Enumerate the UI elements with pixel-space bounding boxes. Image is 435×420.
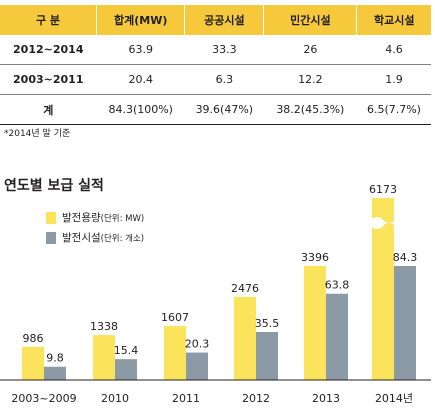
table-cell: 39.6(47%) [184, 94, 264, 125]
chart-title: 연도별 보급 실적 [4, 178, 104, 194]
bar-facilities [394, 266, 416, 380]
bar-capacity [304, 266, 326, 380]
legend-item-capacity: 발전용량 (단위: MW) [46, 210, 144, 225]
data-label-facilities: 15.4 [114, 344, 139, 357]
x-tick-label: 2003~2009 [11, 392, 76, 405]
legend-swatch-facilities [46, 231, 56, 244]
table-total-row: 계 84.3(100%) 39.6(47%) 38.2(45.3%) 6.5(7… [0, 94, 431, 125]
legend-unit-capacity: (단위: MW) [100, 213, 145, 224]
data-label-capacity: 1338 [90, 320, 118, 333]
x-tick-label: 2012 [242, 392, 270, 405]
bar-facilities [115, 359, 137, 380]
x-tick-label: 2011 [172, 392, 200, 405]
table-cell: 33.3 [184, 35, 264, 65]
table-cell: 12.2 [263, 64, 357, 95]
table-row: 2003~2011 20.4 6.3 12.2 1.9 [0, 64, 431, 95]
bar-capacity [372, 198, 394, 380]
summary-table: 구 분 합계(MW) 공공시설 민간시설 학교시설 2012~2014 63.9… [0, 5, 431, 125]
header-total: 합계(MW) [96, 5, 186, 35]
table-cell: 1.9 [356, 64, 431, 95]
bar-capacity [164, 326, 186, 380]
table-cell: 6.5(7.7%) [356, 94, 431, 125]
chart-legend: 발전용량 (단위: MW) 발전시설 (단위: 개소) [46, 210, 144, 250]
header-public: 공공시설 [184, 5, 265, 35]
data-label-capacity: 1607 [161, 311, 189, 324]
data-label-facilities: 84.3 [393, 251, 418, 264]
legend-label-capacity: 발전용량 [62, 212, 101, 224]
legend-item-facilities: 발전시설 (단위: 개소) [46, 230, 144, 245]
header-category: 구 분 [0, 5, 98, 35]
table-cell: 20.4 [96, 64, 185, 95]
bar-facilities [256, 331, 278, 380]
x-tick-label: 2014년 [375, 392, 413, 405]
table-header-row: 구 분 합계(MW) 공공시설 민간시설 학교시설 [0, 5, 431, 35]
legend-label-facilities: 발전시설 [62, 232, 101, 244]
x-tick-label: 2013 [312, 392, 340, 405]
table-cell: 2003~2011 [0, 64, 97, 95]
data-label-capacity: 2476 [231, 282, 259, 295]
legend-unit-facilities: (단위: 개소) [100, 233, 145, 244]
table-cell: 4.6 [356, 35, 431, 65]
table-cell: 계 [0, 94, 97, 125]
data-label-capacity: 6173 [369, 183, 397, 196]
header-private: 민간시설 [263, 5, 358, 35]
bar-capacity [234, 296, 256, 380]
data-label-facilities: 35.5 [255, 317, 280, 330]
bar-facilities [44, 366, 66, 380]
table-cell: 26 [263, 35, 357, 65]
data-label-capacity: 986 [23, 332, 44, 345]
data-label-capacity: 3396 [301, 251, 329, 264]
axis-break-mark [370, 217, 396, 229]
x-tick-label: 2010 [101, 392, 129, 405]
data-label-facilities: 20.3 [185, 338, 210, 351]
header-school: 학교시설 [356, 5, 431, 35]
table-cell: 84.3(100%) [96, 94, 185, 125]
bar-capacity [93, 335, 115, 380]
table-cell: 2012~2014 [0, 35, 97, 65]
table-footnote: *2014년 말 기준 [4, 129, 71, 139]
legend-swatch-capacity [46, 211, 56, 224]
bar-facilities [186, 352, 208, 380]
bar-capacity [22, 346, 44, 380]
data-label-facilities: 9.8 [46, 352, 64, 365]
table-row: 2012~2014 63.9 33.3 26 4.6 [0, 35, 431, 65]
table-cell: 38.2(45.3%) [263, 94, 357, 125]
bar-facilities [326, 293, 348, 380]
table-cell: 63.9 [96, 35, 185, 65]
data-label-facilities: 63.8 [325, 279, 350, 292]
table-cell: 6.3 [184, 64, 264, 95]
